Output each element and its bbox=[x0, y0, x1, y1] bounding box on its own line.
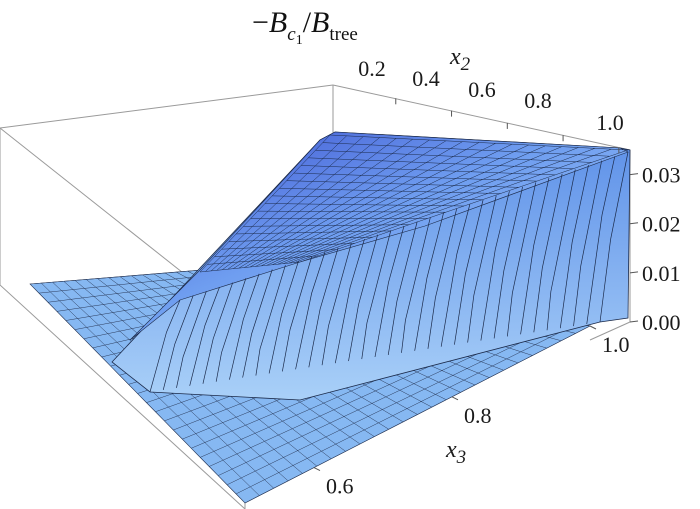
x2-axis-ticks: 0.2 0.4 0.6 0.8 1.0 bbox=[358, 56, 624, 154]
wall-spike bbox=[599, 151, 629, 323]
wall-spike bbox=[401, 217, 431, 353]
raised-surface bbox=[111, 131, 631, 401]
wall-spike bbox=[387, 221, 418, 355]
wall-spike bbox=[467, 195, 497, 343]
wall-spike bbox=[321, 243, 352, 366]
wall-spike bbox=[493, 186, 523, 339]
wall-spike bbox=[348, 234, 378, 362]
mesh-line bbox=[283, 147, 579, 264]
chart-title: −Bc1/Btree bbox=[252, 6, 358, 48]
mesh-line bbox=[235, 323, 579, 495]
wall-spike bbox=[361, 230, 392, 360]
wall-spike bbox=[427, 208, 458, 349]
wall-spike bbox=[546, 169, 576, 331]
wall-spikes bbox=[149, 151, 629, 393]
wall-spike bbox=[162, 295, 194, 391]
x3-axis-ticks: 0.6 0.8 1.0 bbox=[313, 325, 630, 499]
z-tick-mark bbox=[629, 271, 639, 274]
wall-spike bbox=[414, 212, 444, 351]
z-tick-label: 0.03 bbox=[642, 163, 681, 188]
x2-tick-label: 0.4 bbox=[412, 66, 440, 91]
mesh-line bbox=[244, 325, 591, 504]
z-tick-label: 0.02 bbox=[642, 212, 681, 237]
wall-spike bbox=[533, 173, 563, 333]
wall-spike bbox=[454, 199, 484, 345]
wall-spike bbox=[440, 204, 471, 347]
wall-spike bbox=[176, 291, 207, 388]
mesh-line bbox=[294, 148, 612, 263]
x2-tick-label: 0.2 bbox=[358, 56, 386, 81]
x2-tick-label: 1.0 bbox=[596, 110, 624, 135]
z-tick-label: 0.01 bbox=[642, 261, 681, 286]
wall-spike bbox=[334, 238, 365, 364]
z-tick-mark bbox=[629, 222, 639, 225]
x3-tick-mark bbox=[451, 396, 459, 401]
x3-tick-label: 0.6 bbox=[326, 474, 354, 499]
wall-spike bbox=[189, 286, 220, 386]
z-tick-mark bbox=[629, 173, 639, 176]
wall-spike bbox=[480, 191, 510, 341]
z-tick-label: 0.00 bbox=[642, 310, 681, 335]
z-tick-mark bbox=[629, 320, 639, 323]
wall-spike bbox=[202, 282, 234, 384]
wall-spike bbox=[242, 269, 273, 378]
wall-spike bbox=[573, 160, 602, 327]
wall-spike bbox=[282, 256, 313, 372]
x2-axis-label: x2 bbox=[449, 44, 471, 75]
mesh-line bbox=[226, 320, 566, 485]
wall-spike bbox=[149, 299, 181, 393]
wall-spike bbox=[559, 164, 589, 329]
x3-tick-mark bbox=[589, 325, 597, 330]
mesh-line bbox=[299, 149, 629, 263]
wall-spike bbox=[308, 247, 339, 368]
x3-axis-label: x3 bbox=[445, 437, 466, 468]
wall-spike bbox=[268, 260, 299, 374]
mesh-line bbox=[322, 142, 610, 157]
x3-tick-label: 1.0 bbox=[602, 332, 630, 357]
wall-spike bbox=[229, 273, 260, 380]
x2-tick-label: 0.6 bbox=[468, 77, 496, 102]
wall-spike bbox=[374, 225, 405, 358]
x3-tick-mark bbox=[313, 467, 321, 472]
wall-spike bbox=[295, 252, 326, 370]
wall-spike bbox=[215, 278, 247, 382]
mesh-line bbox=[288, 148, 595, 264]
wall-spike bbox=[586, 156, 616, 325]
mesh-line bbox=[315, 149, 592, 163]
z-axis-ticks: 0.00 0.01 0.02 0.03 bbox=[629, 163, 681, 335]
mesh-line bbox=[329, 134, 629, 151]
wall-spike bbox=[507, 182, 537, 337]
wall-spike bbox=[255, 265, 286, 376]
raised-surface-mesh bbox=[199, 134, 629, 273]
x3-tick-label: 0.8 bbox=[464, 403, 492, 428]
x2-tick-label: 0.8 bbox=[524, 88, 552, 113]
wall-spike bbox=[520, 178, 550, 335]
